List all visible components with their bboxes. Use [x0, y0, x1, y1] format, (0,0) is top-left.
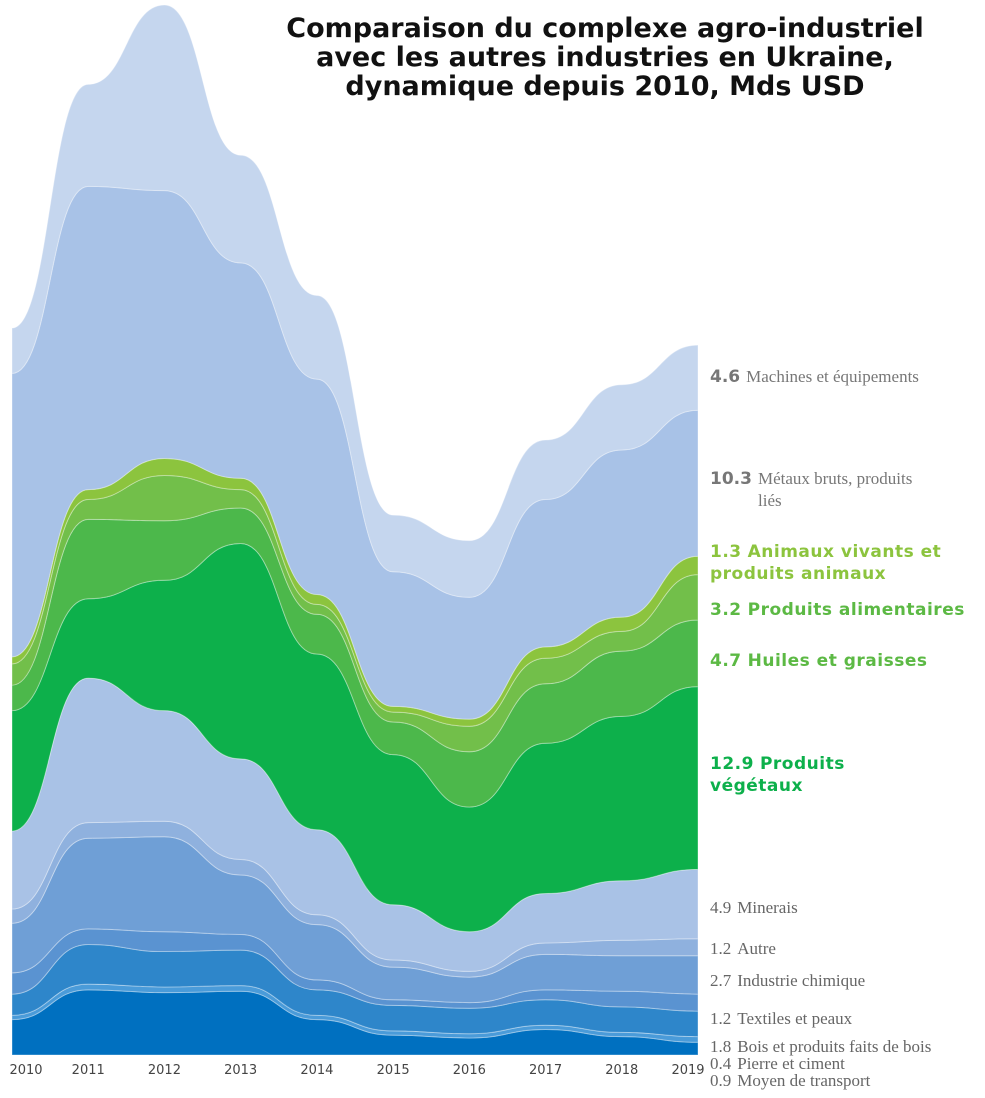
title-line: Comparaison du complexe agro-industriel — [286, 13, 924, 44]
x-tick-label: 2015 — [376, 1063, 410, 1078]
series-label: 4.9 Minerais — [710, 899, 980, 916]
series-name: Minerais — [737, 898, 798, 917]
series-label: 1.3 Animaux vivants et produits animaux — [710, 541, 960, 585]
series-name: Animaux vivants et produits animaux — [710, 542, 942, 584]
stream-area — [11, 542, 699, 933]
stream-area — [11, 989, 699, 1056]
series-name: Bois et produits faits de bois — [737, 1037, 932, 1056]
x-tick-label: 2016 — [452, 1063, 486, 1078]
x-tick-label: 2018 — [605, 1063, 639, 1078]
stream-area — [11, 507, 699, 808]
title-line: dynamique depuis 2010, Mds USD — [345, 71, 865, 102]
value-label: 0.9 — [710, 1071, 732, 1090]
series-label: 1.2 Textiles et peaux — [710, 1010, 980, 1027]
series-label: 2.7 Industrie chimique — [710, 972, 980, 989]
value-label: 3.2 — [710, 600, 742, 620]
series-name: Pierre et ciment — [737, 1054, 845, 1073]
series-name: Huiles et graisses — [747, 651, 928, 671]
value-label: 2.7 — [710, 971, 732, 990]
value-label: 10.3 — [710, 469, 752, 489]
series-name: Autre — [737, 939, 776, 958]
value-label: 12.9 — [710, 754, 754, 774]
x-tick-label: 2012 — [147, 1063, 181, 1078]
stream-area — [11, 928, 699, 1012]
value-label: 4.6 — [710, 367, 741, 387]
chart-title: Comparaison du complexe agro-industriel … — [230, 14, 980, 101]
x-tick-label: 2013 — [224, 1063, 258, 1078]
x-tick-label: 2019 — [671, 1063, 705, 1078]
series-name: Métaux bruts, produits liés — [757, 469, 913, 510]
value-label: 1.8 — [710, 1037, 732, 1056]
series-label: 10.3 Métaux bruts, produits liés — [710, 468, 938, 512]
stream-area — [11, 4, 699, 598]
series-label: 0.4 Pierre et ciment — [710, 1055, 980, 1072]
value-label: 1.3 — [710, 542, 742, 562]
series-label: 12.9 Produits végétaux — [710, 753, 850, 797]
value-label: 1.2 — [710, 939, 732, 958]
series-label: 1.8 Bois et produits faits de bois — [710, 1038, 980, 1055]
series-label: 3.2 Produits alimentaires — [710, 599, 980, 621]
x-tick-label: 2010 — [9, 1063, 43, 1078]
x-tick-label: 2011 — [71, 1063, 105, 1078]
series-label: 4.7 Huiles et graisses — [710, 650, 980, 672]
x-tick-label: 2014 — [300, 1063, 334, 1078]
series-label: 1.2 Autre — [710, 940, 980, 957]
series-name: Produits alimentaires — [747, 600, 965, 620]
series-name: Industrie chimique — [737, 971, 866, 990]
title-line: avec les autres industries en Ukraine, — [316, 42, 894, 73]
x-tick-label: 2017 — [529, 1063, 563, 1078]
value-label: 4.9 — [710, 898, 732, 917]
series-label: 0.9 Moyen de transport — [710, 1072, 980, 1089]
value-label: 1.2 — [710, 1009, 732, 1028]
series-label: 4.6 Machines et équipements — [710, 366, 938, 388]
value-label: 0.4 — [710, 1054, 732, 1073]
series-name: Machines et équipements — [746, 367, 919, 386]
value-label: 4.7 — [710, 651, 742, 671]
stream-area — [11, 185, 699, 720]
series-name: Produits végétaux — [710, 754, 845, 796]
series-name: Textiles et peaux — [737, 1009, 853, 1028]
series-name: Moyen de transport — [737, 1071, 871, 1090]
stream-area — [11, 983, 699, 1043]
